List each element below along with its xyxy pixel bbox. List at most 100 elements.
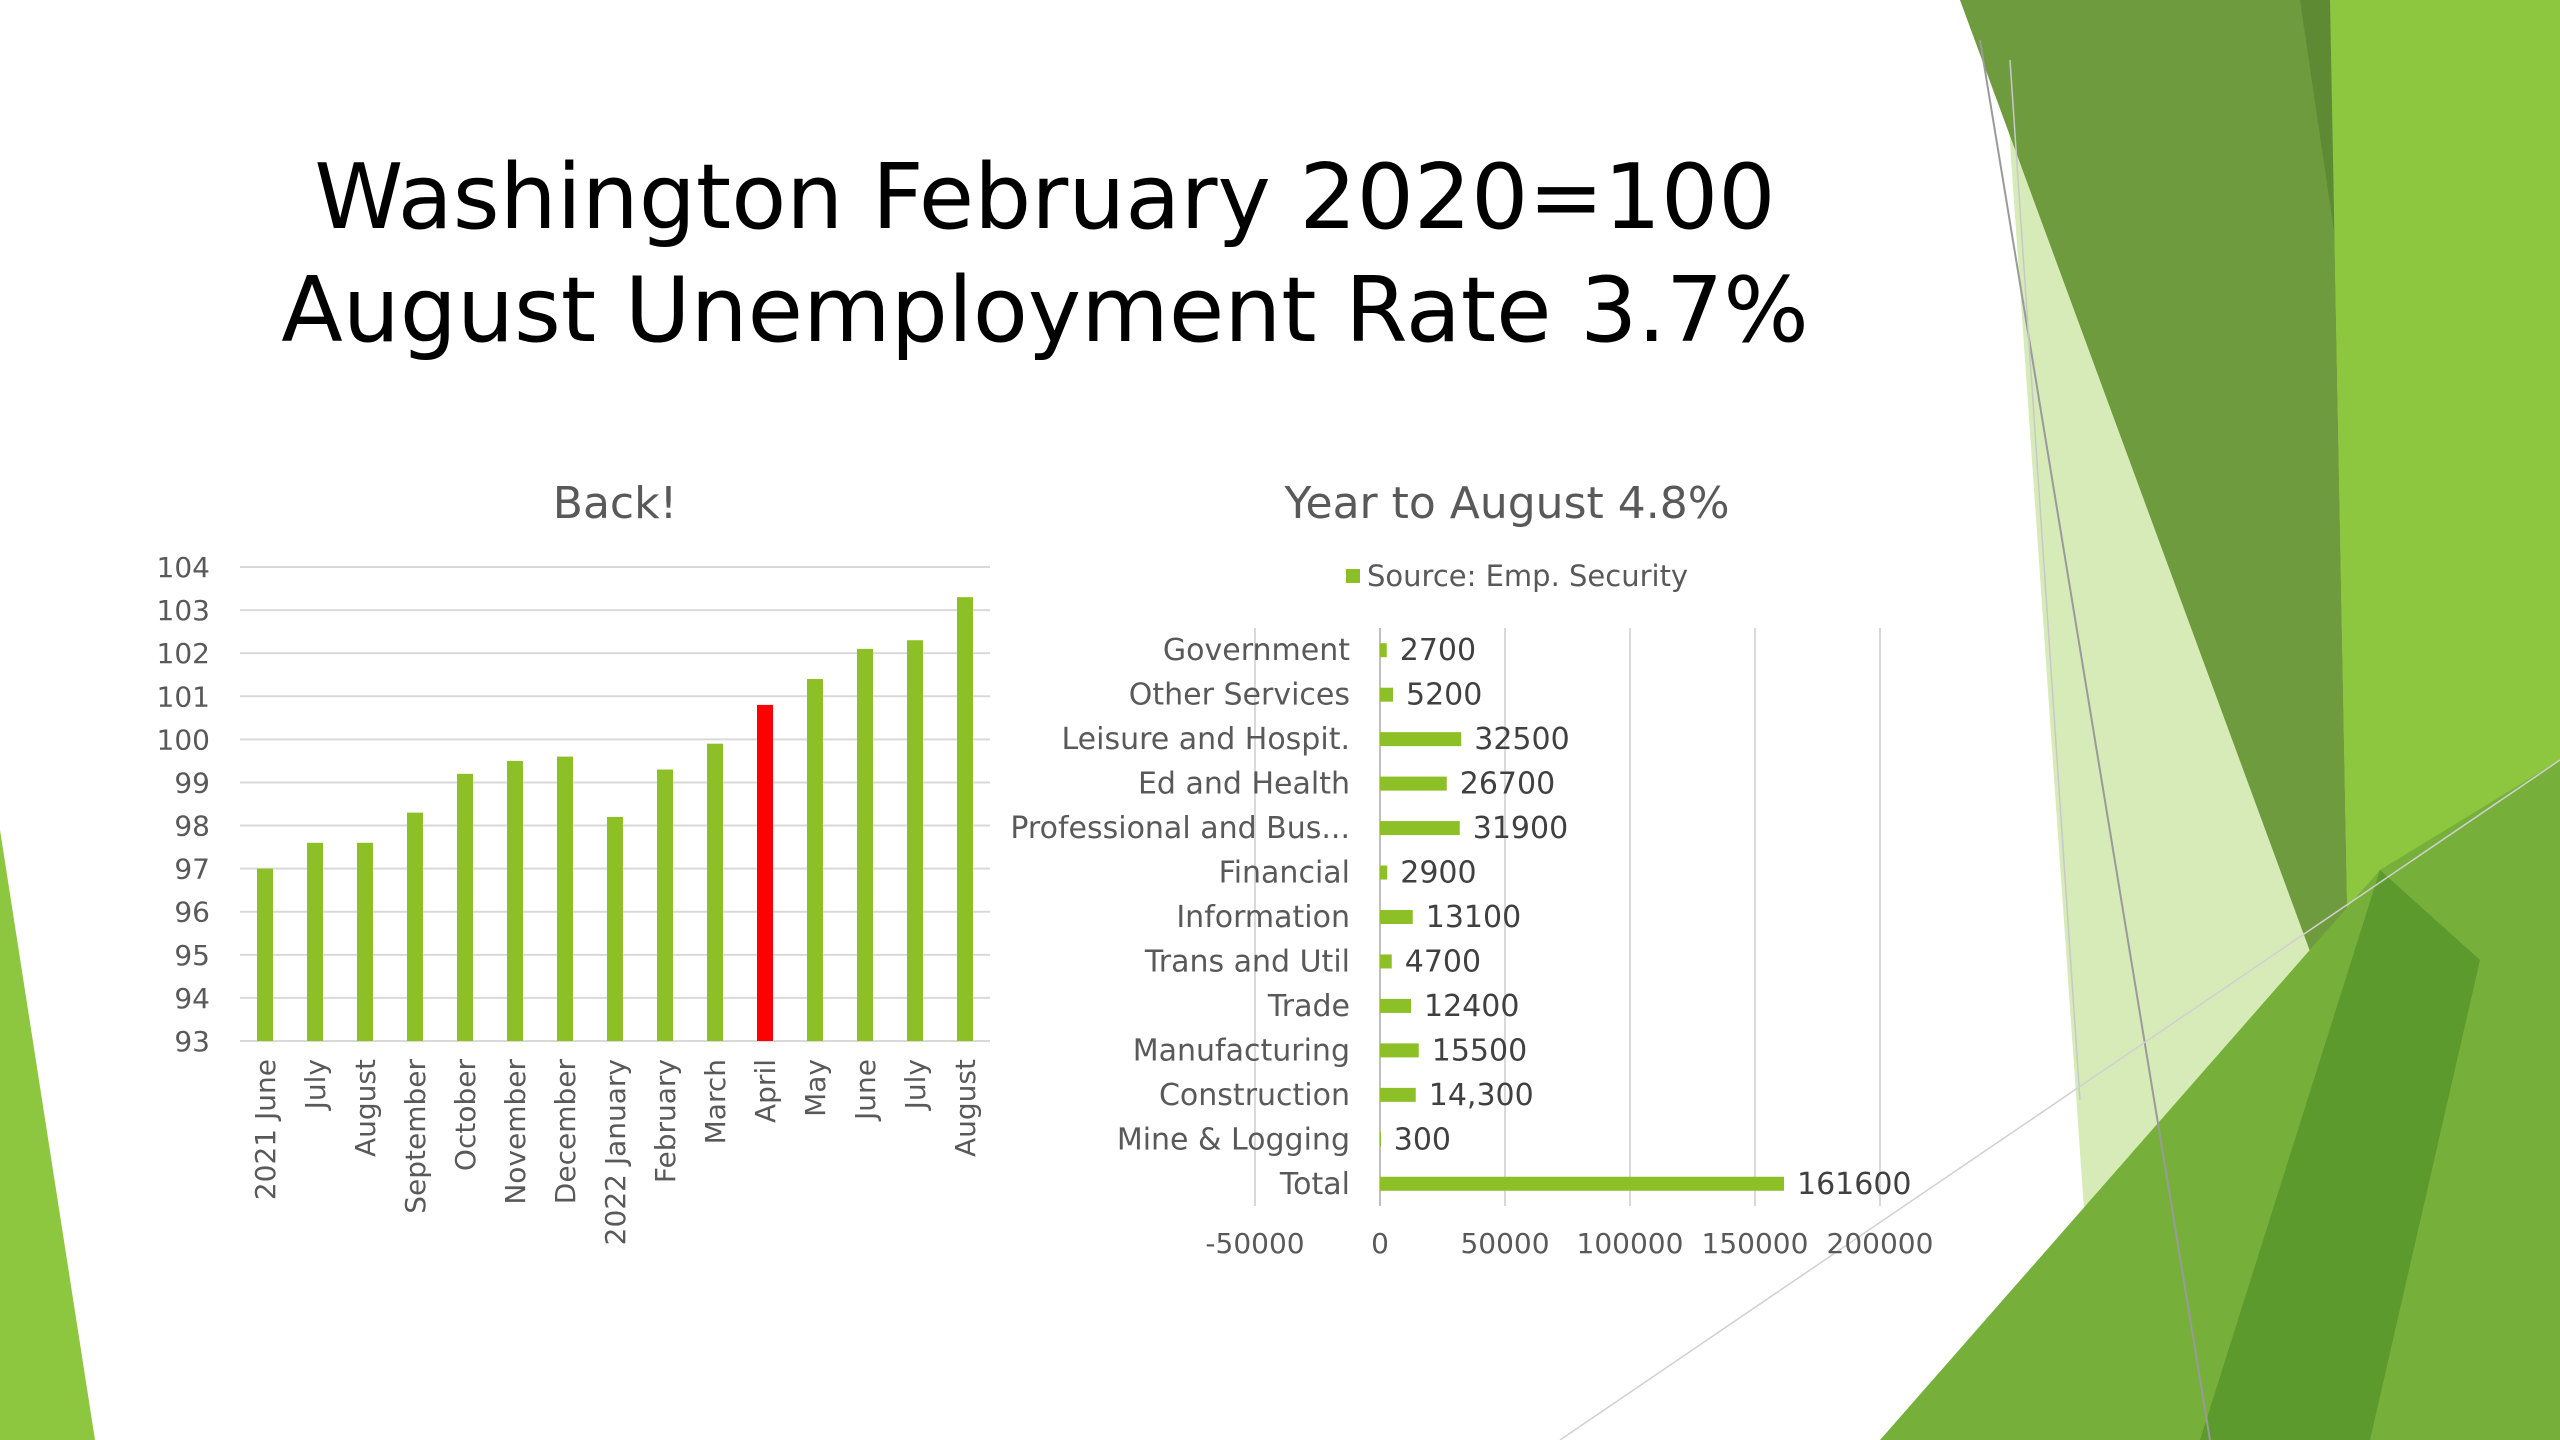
x-tick-label: April bbox=[749, 1059, 782, 1123]
bar bbox=[807, 679, 823, 1041]
category-label: Leisure and Hospit. bbox=[1062, 722, 1351, 757]
x-tick-label: March bbox=[699, 1059, 732, 1144]
bar bbox=[1380, 910, 1413, 924]
bar bbox=[1380, 865, 1388, 880]
data-label: 5200 bbox=[1406, 678, 1482, 713]
data-label: 161600 bbox=[1797, 1167, 1912, 1202]
bar bbox=[507, 760, 523, 1041]
category-label: Trans and Util bbox=[1144, 944, 1350, 979]
y-tick-label: 93 bbox=[174, 1025, 210, 1058]
bar bbox=[407, 812, 423, 1041]
y-tick-label: 97 bbox=[174, 853, 210, 886]
bar bbox=[1380, 1043, 1419, 1058]
y-tick-label: 103 bbox=[157, 594, 210, 627]
data-label: 26700 bbox=[1460, 767, 1555, 802]
bar bbox=[1380, 687, 1393, 702]
x-tick-label: August bbox=[349, 1059, 382, 1157]
bar bbox=[707, 743, 723, 1041]
x-tick-label: 0 bbox=[1371, 1227, 1389, 1260]
chart-title: Year to August 4.8% bbox=[1283, 478, 1729, 529]
data-label: 32500 bbox=[1474, 722, 1569, 757]
x-tick-label: September bbox=[399, 1059, 432, 1214]
x-tick-label: 2022 January bbox=[599, 1059, 632, 1245]
category-label: Total bbox=[1279, 1167, 1350, 1202]
bar bbox=[657, 769, 673, 1041]
bar bbox=[1380, 998, 1411, 1013]
y-tick-label: 102 bbox=[157, 637, 210, 670]
bar bbox=[357, 842, 373, 1041]
deco-thin-line bbox=[2009, 59, 2081, 1101]
bar bbox=[1380, 821, 1460, 836]
back-bar-chart: Back! 93 94 95 96 97 98 99 100 101 102 103 104 2021 J… bbox=[157, 478, 990, 1245]
bar bbox=[857, 648, 873, 1041]
category-label: Financial bbox=[1219, 856, 1350, 891]
data-label: 12400 bbox=[1424, 989, 1519, 1024]
category-label: Other Services bbox=[1129, 678, 1350, 713]
x-tick-label: May bbox=[799, 1059, 832, 1117]
bar bbox=[1380, 643, 1387, 658]
data-label: 15500 bbox=[1432, 1033, 1527, 1068]
category-label: Construction bbox=[1159, 1078, 1350, 1113]
bar bbox=[1380, 732, 1462, 747]
category-label: Information bbox=[1176, 900, 1350, 935]
y-tick-label: 100 bbox=[157, 723, 210, 756]
deco-left-green-shape bbox=[0, 830, 95, 1440]
data-label: 13100 bbox=[1426, 900, 1521, 935]
bar bbox=[307, 842, 323, 1041]
data-label: 2900 bbox=[1400, 856, 1476, 891]
bar bbox=[1380, 1087, 1416, 1102]
x-tick-label: December bbox=[549, 1059, 582, 1205]
x-tick-label: August bbox=[949, 1059, 982, 1157]
y-tick-label: 96 bbox=[174, 896, 210, 929]
category-label: Professional and Bus... bbox=[1010, 811, 1350, 846]
bar bbox=[957, 597, 973, 1041]
category-label: Manufacturing bbox=[1133, 1033, 1350, 1068]
data-label: 300 bbox=[1394, 1122, 1451, 1157]
x-tick-label: June bbox=[849, 1059, 882, 1122]
category-label: Ed and Health bbox=[1138, 767, 1350, 802]
y-tick-label: 94 bbox=[174, 982, 210, 1015]
bar bbox=[457, 773, 473, 1041]
bar bbox=[1380, 1132, 1381, 1147]
deco-bottom-dark-shape bbox=[2200, 870, 2480, 1440]
x-tick-label: 150000 bbox=[1702, 1227, 1809, 1260]
category-label: Mine & Logging bbox=[1117, 1122, 1350, 1157]
x-tick-label: July bbox=[299, 1059, 332, 1111]
x-tick-label: 200000 bbox=[1827, 1227, 1934, 1260]
category-label: Trade bbox=[1267, 989, 1350, 1024]
data-label: 31900 bbox=[1473, 811, 1568, 846]
x-tick-label: 50000 bbox=[1460, 1227, 1549, 1260]
deco-right-dark-shape bbox=[1960, 0, 2350, 1060]
chart-title: Back! bbox=[553, 478, 677, 529]
bar bbox=[1380, 1176, 1784, 1191]
bar bbox=[1380, 776, 1447, 791]
y-tick-label: 95 bbox=[174, 939, 210, 972]
slide-title-line-1: Washington February 2020=100 bbox=[314, 145, 1776, 250]
data-label: 4700 bbox=[1405, 944, 1481, 979]
x-tick-label: October bbox=[449, 1059, 482, 1172]
data-label: 2700 bbox=[1400, 633, 1476, 668]
x-tick-label: November bbox=[499, 1059, 532, 1205]
bar bbox=[607, 816, 623, 1041]
deco-thin-line bbox=[1559, 759, 2560, 1440]
x-tick-label: -50000 bbox=[1205, 1227, 1304, 1260]
bar-highlighted bbox=[757, 704, 773, 1041]
y-tick-label: 99 bbox=[174, 766, 210, 799]
x-tick-label: February bbox=[649, 1059, 682, 1183]
category-label: Government bbox=[1163, 633, 1350, 668]
data-label: 14,300 bbox=[1429, 1078, 1534, 1113]
y-tick-label: 98 bbox=[174, 810, 210, 843]
slide-title-line-2: August Unemployment Rate 3.7% bbox=[281, 258, 1809, 363]
bar bbox=[557, 756, 573, 1041]
y-tick-label: 101 bbox=[157, 680, 210, 713]
bar bbox=[1380, 954, 1392, 969]
legend-label: Source: Emp. Security bbox=[1367, 559, 1688, 593]
bar bbox=[257, 868, 273, 1041]
legend-swatch bbox=[1346, 569, 1360, 583]
x-tick-label: July bbox=[899, 1059, 932, 1111]
x-tick-label: 2021 June bbox=[249, 1059, 282, 1200]
y-tick-label: 104 bbox=[157, 551, 210, 584]
x-tick-label: 100000 bbox=[1577, 1227, 1684, 1260]
